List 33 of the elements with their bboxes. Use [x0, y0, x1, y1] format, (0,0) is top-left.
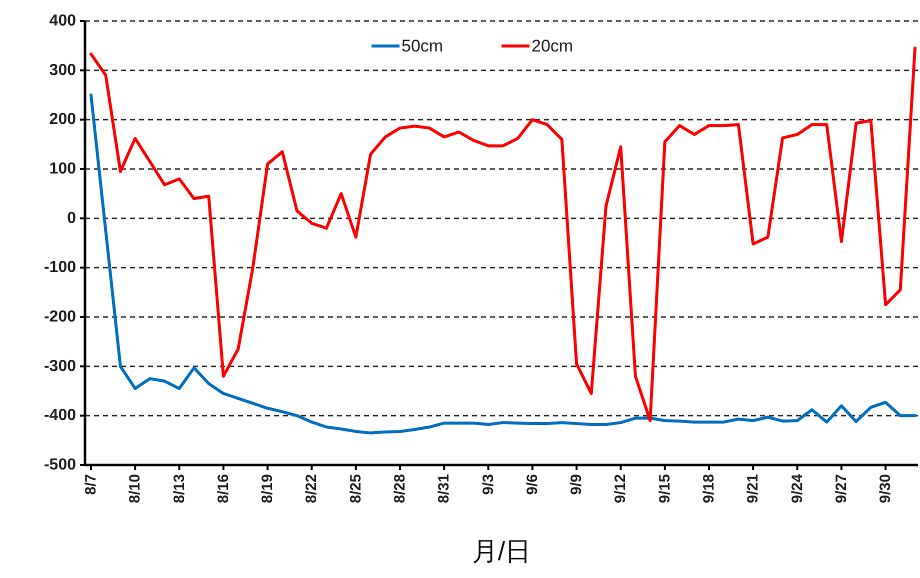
x-tick-label: 8/25 [347, 474, 364, 504]
x-tick-label: 8/16 [214, 474, 232, 504]
x-tick-label: 9/27 [832, 474, 850, 504]
y-tick-label: -400 [44, 407, 76, 424]
x-tick-label: 9/12 [612, 474, 630, 504]
y-tick-label: 0 [67, 210, 76, 227]
x-axis-title: 月/日 [472, 536, 532, 566]
legend-label: 20cm [532, 36, 574, 56]
y-tick-label: 200 [49, 111, 76, 128]
y-tick-label: -500 [44, 456, 76, 474]
x-tick-label: 9/18 [700, 474, 718, 504]
y-tick-label: 300 [49, 62, 76, 79]
x-tick-label: 9/9 [568, 474, 586, 495]
x-tick-label: 8/13 [170, 474, 188, 504]
x-tick-label: 8/10 [126, 474, 144, 504]
x-tick-label: 9/3 [480, 474, 497, 495]
y-tick-label: 400 [49, 12, 76, 30]
x-tick-label: 8/31 [436, 474, 453, 504]
y-tick-label: -200 [44, 308, 76, 326]
y-tick-label: 100 [49, 160, 76, 178]
x-tick-label: 8/22 [303, 474, 320, 504]
x-tick-label: 9/30 [877, 474, 894, 504]
legend-label: 50cm [402, 36, 444, 56]
line-series [90, 94, 916, 434]
x-tick-label: 9/6 [524, 474, 541, 495]
x-tick-label: 9/21 [744, 474, 762, 504]
y-tick-label: -100 [44, 259, 76, 276]
x-tick-label: 8/7 [82, 474, 100, 495]
x-tick-label: 8/28 [392, 474, 408, 504]
y-tick-label: -300 [44, 358, 76, 375]
x-tick-label: 8/19 [259, 474, 276, 504]
x-tick-label: 9/15 [656, 474, 674, 504]
x-tick-label: 9/24 [788, 473, 806, 504]
